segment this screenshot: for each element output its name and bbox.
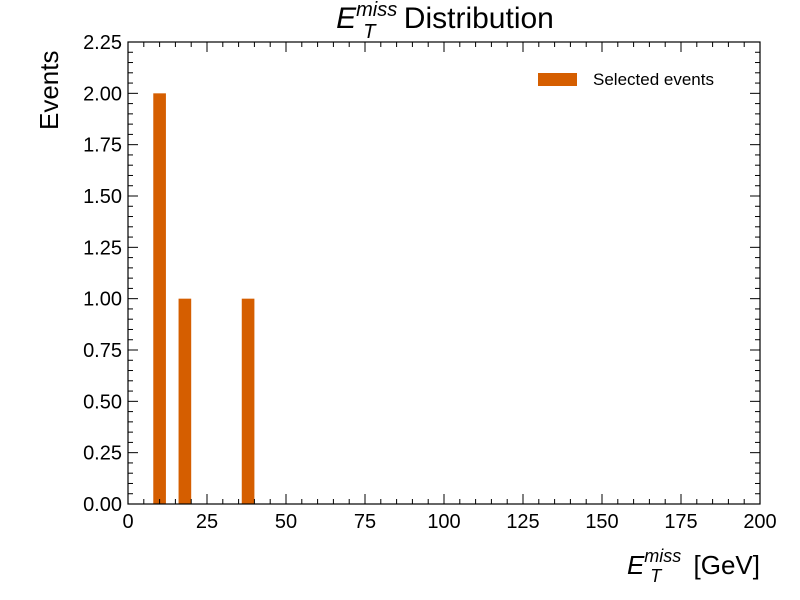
bars-group xyxy=(153,93,255,504)
x-tick-label: 25 xyxy=(196,511,218,533)
ticks-group: 0 25 50 75 100 125 150 175 200 0.00 0.25 0.50 0.75 1.… xyxy=(83,32,777,533)
y-tick-label: 0.75 xyxy=(83,340,122,362)
y-tick-label: 1.00 xyxy=(83,289,122,311)
y-tick-label: 0.50 xyxy=(83,391,122,413)
legend-label: Selected events xyxy=(593,70,714,89)
plot-frame xyxy=(127,41,761,505)
y-tick-label: 1.25 xyxy=(83,237,122,259)
y-tick-label: 2.00 xyxy=(83,83,122,105)
legend: Selected events xyxy=(538,70,714,89)
chart-title: Emiss T Distribution xyxy=(336,0,554,43)
y-tick-label: 0.00 xyxy=(83,494,122,516)
x-tick-label: 200 xyxy=(743,511,776,533)
x-tick-label: 175 xyxy=(664,511,697,533)
legend-swatch xyxy=(538,73,577,86)
bar xyxy=(153,93,166,504)
y-tick-label: 1.75 xyxy=(83,135,122,157)
x-tick-label: 50 xyxy=(275,511,297,533)
y-tick-label: 1.50 xyxy=(83,186,122,208)
y-axis-label: Events xyxy=(34,51,64,131)
x-axis-label: Emiss T [GeV] xyxy=(627,546,760,586)
x-tick-label: 0 xyxy=(122,511,133,533)
y-tick-label: 0.25 xyxy=(83,443,122,465)
x-tick-label: 150 xyxy=(585,511,618,533)
bar xyxy=(178,298,192,504)
x-tick-label: 75 xyxy=(354,511,376,533)
x-tick-label: 100 xyxy=(427,511,460,533)
x-tick-label: 125 xyxy=(506,511,539,533)
y-tick-label: 2.25 xyxy=(83,32,122,54)
bar xyxy=(241,298,255,504)
